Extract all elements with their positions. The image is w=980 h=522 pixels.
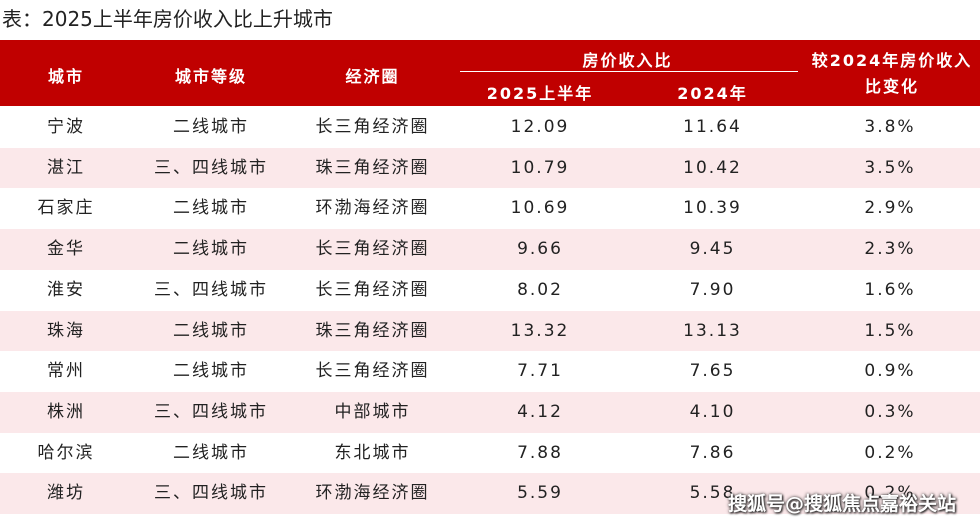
table-cell: 东北城市 [334, 442, 411, 463]
table-row: 石家庄 二线城市 环渤海经济圈 10.69 10.39 2.9% [0, 188, 980, 230]
table-cell: 常州 [47, 361, 85, 382]
table-cell: 二线城市 [173, 117, 249, 137]
table-cell: 2.9% [864, 198, 916, 219]
watermark: 搜狐号@搜狐焦点嘉裕关站 [727, 493, 956, 515]
table-row: 潍坊 三、四线城市 环渤海经济圈 5.59 5.58 0.2% [0, 473, 980, 514]
table-cell: 长三角经济圈 [315, 361, 430, 382]
table-row: 金华 二线城市 长三角经济圈 9.66 9.45 2.3% [0, 229, 980, 270]
table-cell: 10.69 [510, 198, 570, 219]
table-cell: 8.02 [517, 279, 563, 300]
table-cell: 三、四线城市 [154, 401, 268, 422]
table-cell: 12.09 [510, 117, 570, 137]
table-cell: 潍坊 [47, 483, 85, 504]
table-cell: 13.32 [510, 320, 570, 341]
table-cell: 中部城市 [334, 401, 411, 422]
table-row: 湛江 三、四线城市 珠三角经济圈 10.79 10.42 3.5% [0, 147, 980, 189]
table-cell: 哈尔滨 [37, 442, 95, 463]
table-cell: 4.12 [517, 401, 563, 422]
table-cell: 金华 [47, 239, 85, 260]
table-row: 常州 二线城市 长三角经济圈 7.71 7.65 0.9% [0, 351, 980, 392]
table-row: 淮安 三、四线城市 长三角经济圈 8.02 7.90 1.6% [0, 269, 980, 311]
table-cell: 长三角经济圈 [315, 239, 430, 260]
table-cell: 0.2% [864, 442, 916, 463]
table-cell: 3.5% [864, 157, 916, 178]
table-cell: 二线城市 [173, 239, 249, 260]
table-cell: 2.3% [864, 239, 916, 260]
table-cell: 石家庄 [37, 198, 95, 219]
table-cell: 淮安 [47, 279, 85, 300]
table-cell: 湛江 [47, 157, 85, 178]
table-cell: 珠三角经济圈 [315, 157, 430, 178]
table-cell: 10.42 [683, 157, 742, 178]
table-cell: 5.58 [689, 483, 736, 504]
table-cell: 11.64 [683, 117, 742, 137]
table-cell: 三、四线城市 [154, 483, 268, 504]
table-cell: 0.2% [864, 483, 916, 504]
table-cell: 三、四线城市 [154, 157, 268, 178]
table-cell: 7.90 [689, 279, 736, 300]
table-title: 表：2025上半年房价收入比上升城市 [2, 7, 333, 31]
table-cell: 10.39 [683, 198, 742, 219]
table-cell: 二线城市 [173, 442, 249, 463]
table-cell: 环渤海经济圈 [315, 483, 430, 504]
table-cell: 7.71 [517, 361, 563, 382]
table-cell: 长三角经济圈 [315, 117, 430, 137]
table-cell: 二线城市 [173, 361, 249, 382]
table-cell: 二线城市 [173, 320, 249, 341]
table-cell: 4.10 [689, 401, 736, 422]
table-cell: 宁波 [47, 117, 85, 137]
table-cell: 株洲 [47, 401, 85, 422]
header-cell: 城市等级 [174, 67, 247, 86]
table-cell: 珠海 [47, 320, 85, 341]
table-cell: 长三角经济圈 [315, 279, 430, 300]
table-cell: 7.65 [689, 361, 736, 382]
table-cell: 7.88 [517, 442, 563, 463]
header-cell: 经济圈 [345, 67, 400, 86]
table-row: 宁波 二线城市 长三角经济圈 12.09 11.64 3.8% [0, 107, 980, 148]
table-cell: 二线城市 [173, 198, 249, 219]
table-cell: 0.3% [864, 401, 916, 422]
table-cell: 7.86 [689, 442, 736, 463]
table-cell: 9.45 [689, 239, 736, 260]
table-cell: 0.9% [864, 361, 916, 382]
table-row: 哈尔滨 二线城市 东北城市 7.88 7.86 0.2% [0, 432, 980, 474]
table-cell: 5.59 [517, 483, 563, 504]
table-cell: 1.6% [864, 279, 916, 300]
header-divider [460, 71, 798, 72]
table-header: 城市 城市等级 经济圈 房价收入比 2025上半年 2024年 较2024年房价… [0, 40, 980, 106]
header-cell: 城市 [47, 67, 84, 86]
table-row: 珠海 二线城市 珠三角经济圈 13.32 13.13 1.5% [0, 310, 980, 352]
header-cell: 较2024年房价收入比变化 [811, 51, 973, 96]
table-cell: 珠三角经济圈 [315, 320, 430, 341]
table-row: 株洲 三、四线城市 中部城市 4.12 4.10 0.3% [0, 391, 980, 433]
header-cell: 2025上半年 [486, 84, 594, 103]
table-cell: 9.66 [517, 239, 563, 260]
table-cell: 13.13 [683, 320, 742, 341]
table-cell: 1.5% [864, 320, 916, 341]
table-cell: 3.8% [864, 117, 916, 137]
table-cell: 10.79 [510, 157, 570, 178]
table-cell: 三、四线城市 [154, 279, 268, 300]
table-cell: 环渤海经济圈 [315, 198, 430, 219]
header-cell: 房价收入比 [582, 51, 673, 70]
header-cell: 2024年 [677, 84, 748, 103]
